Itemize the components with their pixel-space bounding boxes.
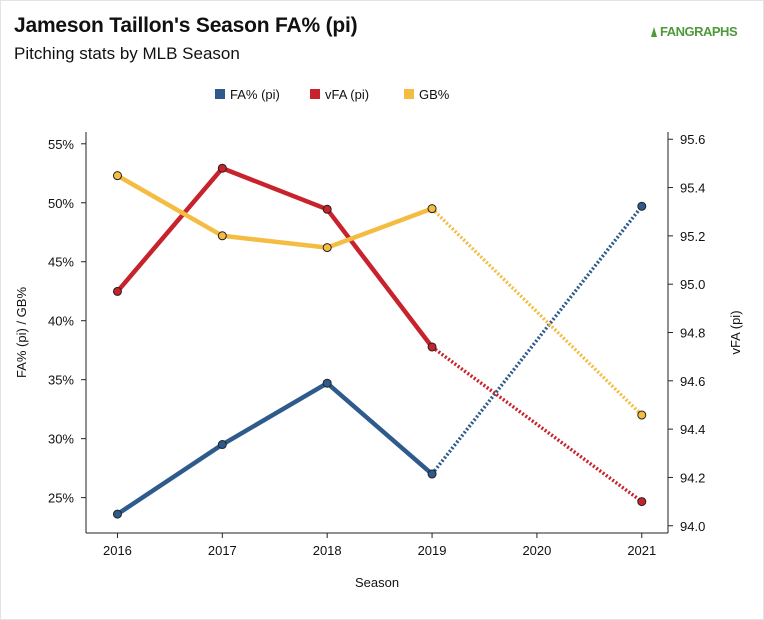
- data-point: [637, 410, 647, 420]
- chart-lines: [115, 165, 644, 517]
- y-left-tick-label: 40%: [48, 314, 74, 329]
- series-segment: [324, 380, 435, 477]
- legend-label: vFA (pi): [325, 87, 369, 102]
- series-segment: [220, 165, 330, 212]
- chart-subtitle: Pitching stats by MLB Season: [14, 44, 240, 63]
- x-tick-label: 2018: [313, 543, 342, 558]
- legend-label: FA% (pi): [230, 87, 280, 102]
- series-segment: [220, 233, 330, 250]
- legend-label: GB%: [419, 87, 450, 102]
- data-point: [427, 204, 437, 214]
- series-segment: [324, 207, 435, 350]
- data-point: [217, 163, 227, 173]
- y-right-tick-label: 95.4: [680, 181, 705, 196]
- data-point: [637, 497, 647, 507]
- series-segment: [115, 165, 225, 294]
- fangraphs-logo: FANGRAPHS: [650, 24, 738, 39]
- data-point: [112, 509, 122, 519]
- series-segment: [324, 206, 435, 250]
- series-segment-dotted: [431, 345, 643, 504]
- chart-points: [112, 163, 647, 519]
- x-axis-label: Season: [355, 575, 399, 590]
- y-right-tick-label: 94.6: [680, 374, 705, 389]
- y-right-tick-label: 94.8: [680, 326, 705, 341]
- y-left-tick-label: 30%: [48, 432, 74, 447]
- legend-swatch: [310, 89, 320, 99]
- x-tick-label: 2020: [522, 543, 551, 558]
- legend-swatch: [404, 89, 414, 99]
- data-point: [427, 342, 437, 352]
- x-tick-label: 2017: [208, 543, 237, 558]
- y-right-tick-label: 95.2: [680, 229, 705, 244]
- y-left-tick-label: 45%: [48, 255, 74, 270]
- series-segment: [220, 380, 330, 447]
- data-point: [322, 204, 332, 214]
- data-point: [322, 243, 332, 253]
- y-axis-right-label: vFA (pi): [728, 310, 743, 354]
- y-left-tick-label: 25%: [48, 491, 74, 506]
- chart-title: Jameson Taillon's Season FA% (pi): [14, 14, 358, 37]
- data-point: [427, 469, 437, 479]
- series-segment: [115, 173, 225, 239]
- data-point: [112, 286, 122, 296]
- series-segment-dotted: [430, 207, 644, 417]
- legend-swatch: [215, 89, 225, 99]
- x-tick-label: 2021: [627, 543, 656, 558]
- data-point: [112, 171, 122, 181]
- x-tick-label: 2019: [418, 543, 447, 558]
- y-right-tick-label: 95.6: [680, 132, 705, 147]
- data-point: [322, 378, 332, 388]
- data-point: [217, 440, 227, 450]
- fangraphs-logo-text: FANGRAPHS: [660, 24, 738, 39]
- y-right-tick-label: 95.0: [680, 277, 705, 292]
- y-right-tick-label: 94.4: [680, 422, 705, 437]
- chart-axes: 25% 30% 35% 40% 45% 50% 55% 94.0 94.2 94.4 94.6 94.…: [14, 132, 743, 590]
- chart-legend: FA% (pi) vFA (pi) GB%: [215, 87, 450, 102]
- fangraphs-logo-icon: [650, 26, 658, 38]
- y-left-tick-label: 35%: [48, 373, 74, 388]
- series-segment-dotted: [430, 205, 644, 476]
- y-left-tick-label: 55%: [48, 137, 74, 152]
- data-point: [217, 231, 227, 241]
- y-right-tick-label: 94.0: [680, 519, 705, 534]
- y-axis-left-label: FA% (pi) / GB%: [14, 287, 29, 378]
- x-tick-label: 2016: [103, 543, 132, 558]
- y-left-tick-label: 50%: [48, 196, 74, 211]
- series-segment: [115, 442, 225, 517]
- y-right-tick-label: 94.2: [680, 470, 705, 485]
- data-point: [637, 201, 647, 211]
